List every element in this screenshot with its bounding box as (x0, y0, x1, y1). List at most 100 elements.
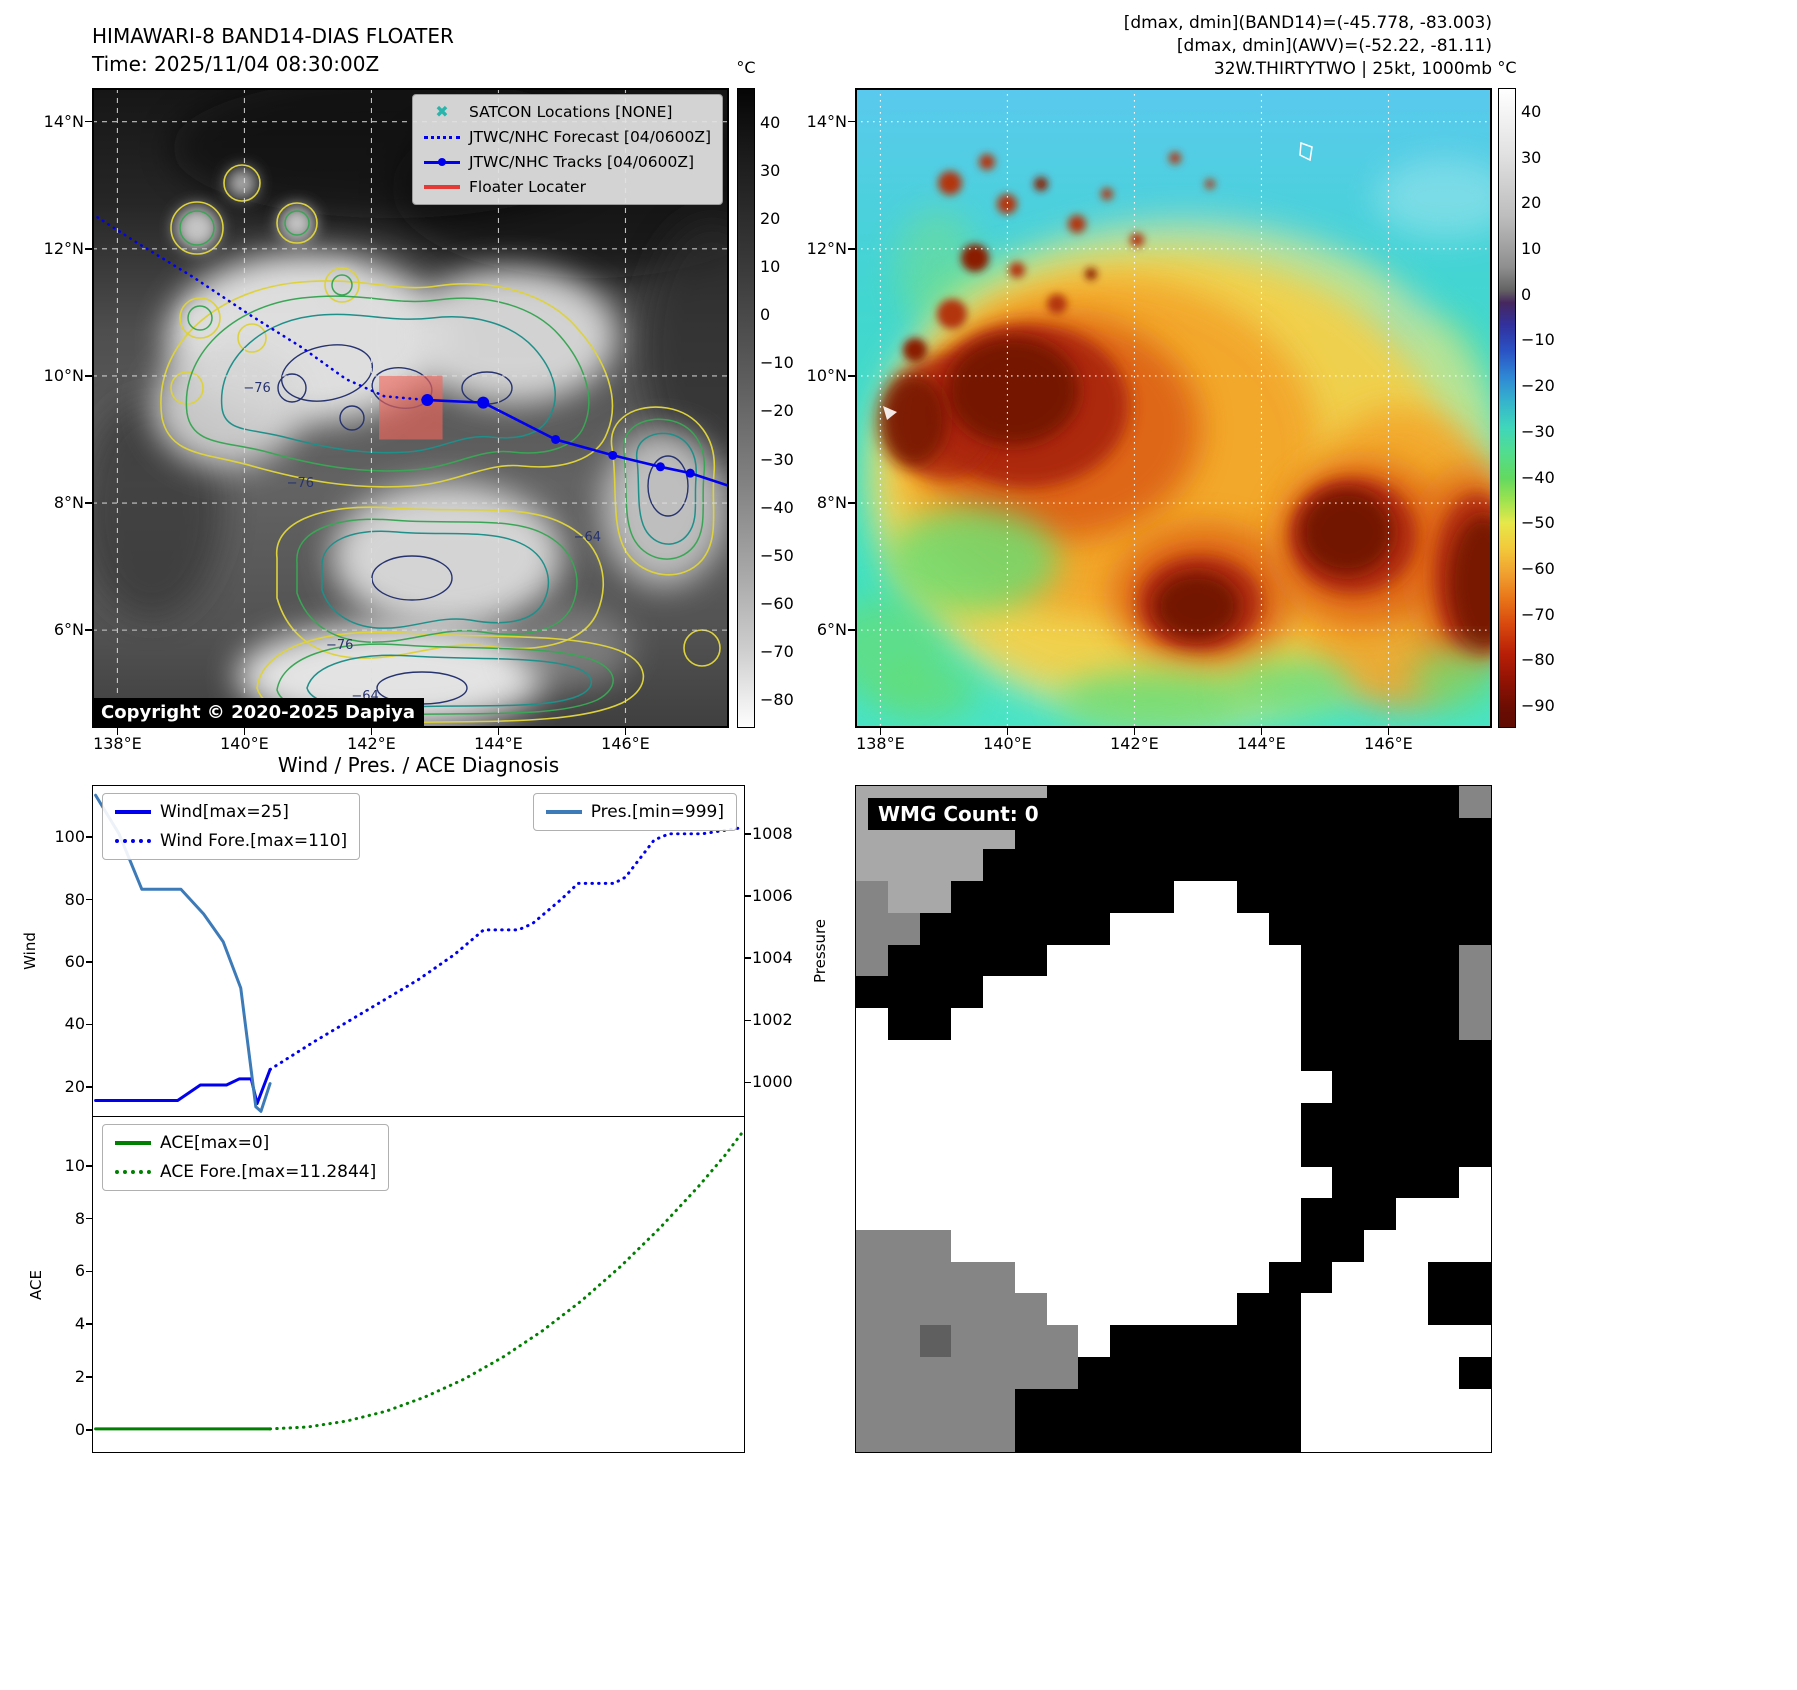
wmg-cell (1173, 1229, 1206, 1262)
colorbar-tick-label: −60 (760, 593, 794, 613)
wmg-cell (1427, 849, 1460, 882)
wmg-cell (1459, 1420, 1491, 1452)
wmg-cell (1046, 912, 1079, 945)
wmg-cell (1078, 1229, 1110, 1262)
wmg-cell (887, 912, 920, 945)
wmg-cell (1364, 1388, 1396, 1421)
wmg-cell (1173, 1261, 1206, 1294)
y-axis-tick-label: 80 (64, 889, 85, 909)
satcon-marker-icon: ✖ (435, 102, 449, 121)
legend-row-ace-forecast: ACE Fore.[max=11.2844] (115, 1162, 376, 1182)
wmg-cell (1046, 1071, 1079, 1104)
wmg-cell (919, 1388, 952, 1421)
wmg-cell (1205, 1198, 1237, 1230)
y-axis-tick-mark (86, 1429, 93, 1431)
legend-label-track: JTWC/NHC Tracks [04/0600Z] (468, 153, 695, 171)
legend-label-floater: Floater Locater (468, 178, 586, 196)
wmg-cell (1332, 1103, 1364, 1135)
y-axis-tick-mark (848, 375, 855, 377)
right-axis-tick-label: 1008 (752, 824, 793, 844)
wmg-cell (1237, 1198, 1269, 1230)
wmg-cell (1046, 1166, 1079, 1199)
wmg-cell (1173, 786, 1206, 818)
wmg-cell (1332, 1166, 1364, 1199)
wmg-cell (1427, 817, 1460, 850)
wmg-cell (1300, 1356, 1333, 1389)
wmg-cell (887, 881, 920, 913)
wmg-cell (856, 849, 888, 882)
wmg-cell (951, 1420, 983, 1452)
awv-satellite-image (855, 88, 1492, 728)
wind-axis-label: Wind (21, 932, 39, 970)
wmg-cell (983, 1293, 1015, 1326)
track-point-marker (421, 394, 434, 407)
awv-minmax-label: [dmax, dmin](AWV)=(-52.22, -81.11) (1176, 36, 1492, 56)
wmg-cell (1332, 881, 1364, 913)
y-axis-tick-label: 10°N (806, 365, 847, 385)
wmg-cell (856, 1261, 888, 1294)
wmg-cell (919, 1229, 952, 1262)
wmg-cell (1141, 786, 1174, 818)
wmg-cell (983, 944, 1015, 977)
y-axis-tick-mark (86, 1086, 93, 1088)
wmg-cell (1300, 912, 1333, 945)
wmg-cell (1237, 1134, 1269, 1167)
wmg-cell (1110, 1134, 1142, 1167)
series-line (94, 793, 272, 1113)
wmg-cell (1300, 1293, 1333, 1326)
band14-minmax-label: [dmax, dmin](BAND14)=(-45.778, -83.003) (1123, 13, 1492, 33)
awv-colorbar-gradient (1499, 89, 1515, 727)
track-line-icon (423, 158, 460, 166)
right-axis-tick-mark (744, 1081, 751, 1084)
x-axis-tick-label: 142°E (1110, 734, 1159, 753)
band14-colorbar-gradient (738, 89, 754, 727)
contour-label: −76 (243, 381, 270, 396)
x-axis-tick-mark (370, 728, 373, 735)
wmg-cell (1141, 1356, 1174, 1389)
wmg-cell (1332, 1007, 1364, 1040)
wmg-cell (1173, 849, 1206, 882)
wmg-cell (919, 976, 952, 1008)
wmg-cell (887, 1103, 920, 1135)
wmg-cell (1237, 1356, 1269, 1389)
wmg-cell (1014, 1134, 1047, 1167)
left-map-time-label: Time: 2025/11/04 08:30:00Z (92, 52, 380, 76)
wmg-cell (1173, 1071, 1206, 1104)
pressure-legend-label: Pres.[min=999] (590, 802, 724, 822)
wmg-cell (1141, 1071, 1174, 1104)
wmg-cell (919, 1356, 952, 1389)
wmg-cell (1046, 817, 1079, 850)
wmg-cell (919, 1103, 952, 1135)
wmg-cell (1078, 912, 1110, 945)
ace-forecast-legend-label: ACE Fore.[max=11.2844] (160, 1162, 377, 1182)
wmg-cell (1237, 1166, 1269, 1199)
wmg-cell (1205, 1325, 1237, 1357)
forecast-track-line (92, 212, 429, 402)
wmg-cell (951, 1356, 983, 1389)
wmg-cell (1427, 1229, 1460, 1262)
wmg-cell (1427, 1039, 1460, 1072)
wmg-cell (1173, 1198, 1206, 1230)
wmg-cell (1332, 944, 1364, 977)
x-axis-tick-mark (243, 728, 246, 735)
wmg-cell (1459, 1356, 1491, 1389)
wmg-cell (1268, 1134, 1301, 1167)
y-axis-tick-mark (85, 120, 92, 123)
wmg-cell (919, 849, 952, 882)
y-axis-tick-label: 14°N (806, 111, 847, 131)
wmg-cell (951, 1007, 983, 1040)
left-map-title-line1: HIMAWARI-8 BAND14-DIAS FLOATER (92, 24, 454, 48)
wmg-cell (1237, 1103, 1269, 1135)
wmg-cell (1364, 1325, 1396, 1357)
wmg-cell (1332, 817, 1364, 850)
wmg-cell (1268, 1166, 1301, 1199)
wmg-cell (1205, 1103, 1237, 1135)
wmg-cell (1364, 912, 1396, 945)
wmg-cell (887, 1007, 920, 1040)
wind-forecast-legend-label: Wind Fore.[max=110] (160, 831, 348, 851)
colorbar-tick-label: −70 (760, 642, 794, 661)
wmg-cell (983, 976, 1015, 1008)
colorbar-tick-label: 10 (1521, 239, 1542, 258)
colorbar-tick-label: 30 (760, 160, 781, 180)
wmg-cell (919, 1039, 952, 1072)
